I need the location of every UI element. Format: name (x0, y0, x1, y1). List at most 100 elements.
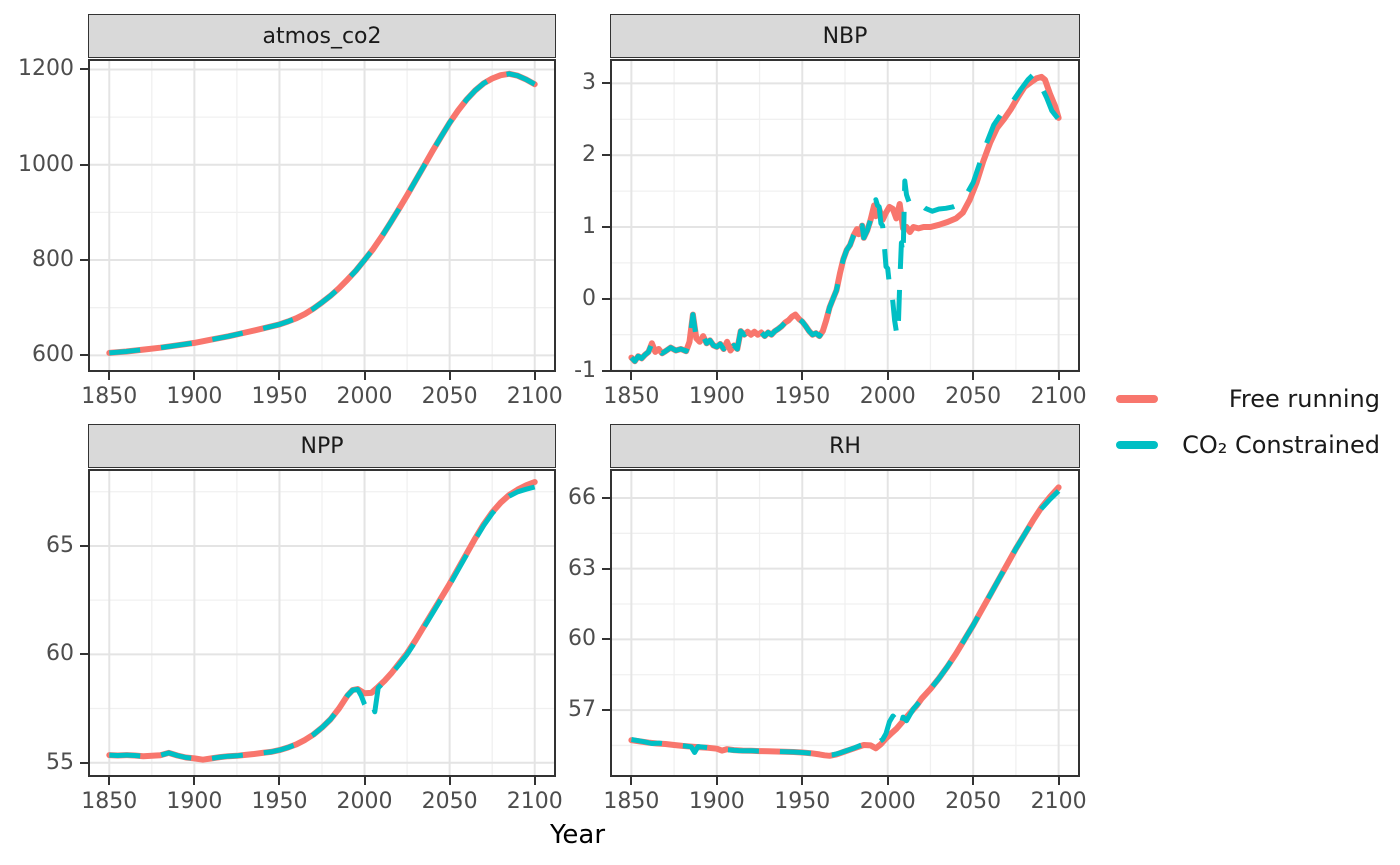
y-tick-mark (80, 354, 88, 357)
y-tick-label: 0 (582, 285, 596, 311)
x-axis-title: Year (550, 820, 606, 850)
y-tick-label: 65 (46, 532, 74, 558)
y-tick-label: 1 (582, 213, 596, 239)
y-tick-label: 63 (568, 555, 596, 581)
series-line-co2-constrained (629, 72, 1061, 364)
x-tick-mark (108, 372, 111, 380)
legend-item-free-running: Free running (1116, 384, 1380, 413)
x-tick-mark (363, 777, 366, 785)
x-tick-mark (278, 777, 281, 785)
x-tick-label: 2050 (421, 384, 478, 409)
x-tick-label: 2100 (506, 384, 563, 409)
y-tick-label: 57 (568, 697, 596, 723)
facet-title-atmos_co2: atmos_co2 (262, 23, 382, 49)
x-tick-label: 1850 (603, 789, 660, 814)
x-tick-label: 2000 (336, 789, 393, 814)
x-tick-mark (278, 372, 281, 380)
x-tick-label: 2050 (945, 789, 1002, 814)
x-tick-mark (801, 777, 804, 785)
y-tick-mark (80, 68, 88, 71)
x-tick-mark (1057, 372, 1060, 380)
x-tick-mark (715, 372, 718, 380)
y-tick-mark (602, 154, 610, 157)
x-tick-mark (972, 372, 975, 380)
x-tick-mark (630, 372, 633, 380)
x-tick-label: 2000 (336, 384, 393, 409)
x-tick-label: 2100 (1030, 789, 1087, 814)
y-tick-mark (602, 709, 610, 712)
x-tick-mark (363, 372, 366, 380)
y-tick-label: 60 (46, 641, 74, 667)
x-tick-label: 1850 (81, 789, 138, 814)
x-tick-mark (886, 777, 889, 785)
x-tick-label: 2050 (945, 384, 1002, 409)
y-tick-label: 3 (582, 70, 596, 96)
x-tick-mark (886, 372, 889, 380)
x-tick-mark (448, 372, 451, 380)
x-tick-label: 1900 (166, 384, 223, 409)
y-tick-label: 1200 (18, 56, 74, 82)
y-tick-label: 1000 (18, 151, 74, 177)
y-tick-mark (602, 82, 610, 85)
x-tick-label: 1900 (166, 789, 223, 814)
x-tick-mark (801, 372, 804, 380)
x-tick-mark (448, 777, 451, 785)
facet-strip-RH: RH (610, 424, 1080, 468)
y-tick-mark (602, 297, 610, 300)
y-tick-mark (602, 369, 610, 372)
facet-title-NPP: NPP (300, 433, 344, 459)
y-tick-mark (80, 163, 88, 166)
facet-title-NBP: NBP (822, 23, 868, 49)
x-tick-label: 2050 (421, 789, 478, 814)
x-tick-mark (193, 372, 196, 380)
series-line-co2-constrained (630, 489, 1061, 758)
legend-label-co2-constrained: CO₂ Constrained (1182, 430, 1380, 459)
y-tick-mark (80, 259, 88, 262)
x-tick-label: 2000 (859, 384, 916, 409)
x-tick-mark (715, 777, 718, 785)
x-tick-mark (533, 777, 536, 785)
y-tick-label: -1 (574, 357, 596, 383)
x-tick-mark (108, 777, 111, 785)
series-line-co2-constrained (109, 484, 536, 763)
facet-plot-NPP (88, 469, 556, 777)
x-tick-mark (193, 777, 196, 785)
x-tick-label: 1950 (774, 789, 831, 814)
y-tick-label: 55 (46, 749, 74, 775)
legend: Free running CO₂ Constrained (1116, 384, 1380, 459)
x-tick-mark (972, 777, 975, 785)
legend-label-free-running: Free running (1228, 384, 1380, 413)
x-tick-mark (1057, 777, 1060, 785)
y-tick-label: 60 (568, 626, 596, 652)
facet-plot-atmos_co2 (88, 59, 556, 372)
y-tick-mark (80, 653, 88, 656)
x-tick-label: 1950 (774, 384, 831, 409)
x-tick-label: 1950 (251, 384, 308, 409)
series-line-co2-constrained (109, 71, 536, 356)
x-tick-label: 2000 (859, 789, 916, 814)
facet-plot-NBP (610, 59, 1080, 372)
x-tick-label: 1950 (251, 789, 308, 814)
y-tick-mark (80, 544, 88, 547)
x-tick-mark (533, 372, 536, 380)
facet-strip-NPP: NPP (88, 424, 556, 468)
y-tick-mark (80, 761, 88, 764)
facet-strip-NBP: NBP (610, 14, 1080, 58)
legend-key-line-free-running (1116, 394, 1158, 403)
y-tick-label: 600 (32, 342, 74, 368)
y-tick-label: 66 (568, 484, 596, 510)
x-tick-label: 1850 (81, 384, 138, 409)
legend-item-co2-constrained: CO₂ Constrained (1116, 430, 1380, 459)
x-tick-label: 1900 (688, 384, 745, 409)
y-tick-mark (602, 496, 610, 499)
facet-plot-RH (610, 469, 1080, 777)
y-tick-mark (602, 225, 610, 228)
y-tick-mark (602, 567, 610, 570)
y-tick-label: 800 (32, 247, 74, 273)
facet-strip-atmos_co2: atmos_co2 (88, 14, 556, 58)
y-tick-label: 2 (582, 142, 596, 168)
facet-title-RH: RH (829, 433, 861, 459)
x-tick-label: 1900 (688, 789, 745, 814)
legend-key-line-co2-constrained (1116, 440, 1158, 449)
